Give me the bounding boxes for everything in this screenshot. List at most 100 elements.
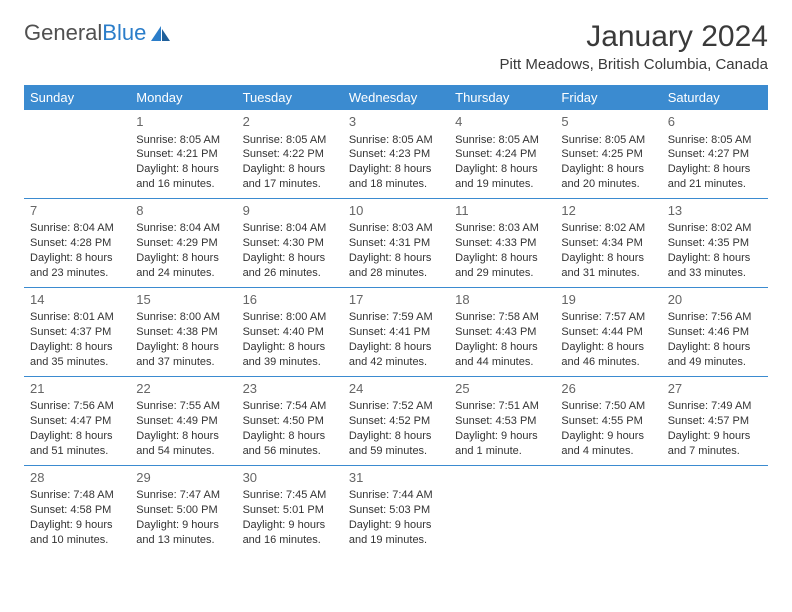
day-cell: 28Sunrise: 7:48 AMSunset: 4:58 PMDayligh…: [24, 466, 130, 554]
daylight-text: Daylight: 8 hours and 46 minutes.: [561, 340, 655, 370]
sunrise-text: Sunrise: 7:48 AM: [30, 488, 124, 503]
week-row: 21Sunrise: 7:56 AMSunset: 4:47 PMDayligh…: [24, 377, 768, 466]
sunset-text: Sunset: 4:44 PM: [561, 325, 655, 340]
weekday-header: Saturday: [662, 85, 768, 110]
day-cell: 12Sunrise: 8:02 AMSunset: 4:34 PMDayligh…: [555, 199, 661, 287]
sunrise-text: Sunrise: 7:49 AM: [668, 399, 762, 414]
week-row: 14Sunrise: 8:01 AMSunset: 4:37 PMDayligh…: [24, 288, 768, 377]
daylight-text: Daylight: 8 hours and 54 minutes.: [136, 429, 230, 459]
sunset-text: Sunset: 4:38 PM: [136, 325, 230, 340]
weekday-header: Thursday: [449, 85, 555, 110]
day-info: Sunrise: 8:04 AMSunset: 4:30 PMDaylight:…: [243, 221, 337, 280]
day-info: Sunrise: 8:04 AMSunset: 4:28 PMDaylight:…: [30, 221, 124, 280]
daylight-text: Daylight: 8 hours and 24 minutes.: [136, 251, 230, 281]
sunset-text: Sunset: 4:33 PM: [455, 236, 549, 251]
sunrise-text: Sunrise: 7:54 AM: [243, 399, 337, 414]
day-info: Sunrise: 8:05 AMSunset: 4:24 PMDaylight:…: [455, 133, 549, 192]
day-info: Sunrise: 7:44 AMSunset: 5:03 PMDaylight:…: [349, 488, 443, 547]
day-info: Sunrise: 7:50 AMSunset: 4:55 PMDaylight:…: [561, 399, 655, 458]
daylight-text: Daylight: 8 hours and 35 minutes.: [30, 340, 124, 370]
day-number: 16: [243, 291, 337, 309]
day-cell: 15Sunrise: 8:00 AMSunset: 4:38 PMDayligh…: [130, 288, 236, 376]
sunset-text: Sunset: 5:03 PM: [349, 503, 443, 518]
sunset-text: Sunset: 4:28 PM: [30, 236, 124, 251]
sunrise-text: Sunrise: 7:50 AM: [561, 399, 655, 414]
sunrise-text: Sunrise: 8:05 AM: [136, 133, 230, 148]
day-info: Sunrise: 7:56 AMSunset: 4:47 PMDaylight:…: [30, 399, 124, 458]
day-number: 10: [349, 202, 443, 220]
day-info: Sunrise: 8:03 AMSunset: 4:33 PMDaylight:…: [455, 221, 549, 280]
day-cell: [555, 466, 661, 554]
weekday-header: Wednesday: [343, 85, 449, 110]
daylight-text: Daylight: 8 hours and 42 minutes.: [349, 340, 443, 370]
daylight-text: Daylight: 9 hours and 10 minutes.: [30, 518, 124, 548]
day-cell: 8Sunrise: 8:04 AMSunset: 4:29 PMDaylight…: [130, 199, 236, 287]
sunrise-text: Sunrise: 7:44 AM: [349, 488, 443, 503]
sunset-text: Sunset: 4:52 PM: [349, 414, 443, 429]
daylight-text: Daylight: 9 hours and 7 minutes.: [668, 429, 762, 459]
day-info: Sunrise: 7:48 AMSunset: 4:58 PMDaylight:…: [30, 488, 124, 547]
day-number: 3: [349, 113, 443, 131]
sunrise-text: Sunrise: 8:04 AM: [136, 221, 230, 236]
day-cell: 4Sunrise: 8:05 AMSunset: 4:24 PMDaylight…: [449, 110, 555, 198]
day-info: Sunrise: 8:05 AMSunset: 4:21 PMDaylight:…: [136, 133, 230, 192]
day-number: 28: [30, 469, 124, 487]
sunset-text: Sunset: 4:24 PM: [455, 147, 549, 162]
day-number: 27: [668, 380, 762, 398]
sunset-text: Sunset: 4:25 PM: [561, 147, 655, 162]
daylight-text: Daylight: 9 hours and 19 minutes.: [349, 518, 443, 548]
daylight-text: Daylight: 8 hours and 49 minutes.: [668, 340, 762, 370]
logo: GeneralBlue: [24, 20, 172, 46]
day-cell: 22Sunrise: 7:55 AMSunset: 4:49 PMDayligh…: [130, 377, 236, 465]
day-info: Sunrise: 7:57 AMSunset: 4:44 PMDaylight:…: [561, 310, 655, 369]
weekday-header: Tuesday: [237, 85, 343, 110]
day-number: 12: [561, 202, 655, 220]
day-number: 11: [455, 202, 549, 220]
day-info: Sunrise: 8:00 AMSunset: 4:38 PMDaylight:…: [136, 310, 230, 369]
day-number: 18: [455, 291, 549, 309]
header: GeneralBlue January 2024 Pitt Meadows, B…: [24, 20, 768, 79]
daylight-text: Daylight: 8 hours and 19 minutes.: [455, 162, 549, 192]
sunrise-text: Sunrise: 8:05 AM: [455, 133, 549, 148]
sunset-text: Sunset: 4:31 PM: [349, 236, 443, 251]
daylight-text: Daylight: 8 hours and 31 minutes.: [561, 251, 655, 281]
day-number: 23: [243, 380, 337, 398]
day-info: Sunrise: 7:47 AMSunset: 5:00 PMDaylight:…: [136, 488, 230, 547]
sunrise-text: Sunrise: 8:03 AM: [349, 221, 443, 236]
logo-text-blue: Blue: [102, 20, 146, 46]
sunrise-text: Sunrise: 7:56 AM: [30, 399, 124, 414]
sunrise-text: Sunrise: 8:00 AM: [243, 310, 337, 325]
sunset-text: Sunset: 4:53 PM: [455, 414, 549, 429]
day-info: Sunrise: 7:54 AMSunset: 4:50 PMDaylight:…: [243, 399, 337, 458]
logo-sail-icon: [150, 24, 172, 42]
daylight-text: Daylight: 9 hours and 16 minutes.: [243, 518, 337, 548]
day-number: 1: [136, 113, 230, 131]
sunset-text: Sunset: 4:46 PM: [668, 325, 762, 340]
sunrise-text: Sunrise: 7:52 AM: [349, 399, 443, 414]
day-info: Sunrise: 8:05 AMSunset: 4:23 PMDaylight:…: [349, 133, 443, 192]
weekday-header: Friday: [555, 85, 661, 110]
day-info: Sunrise: 8:05 AMSunset: 4:27 PMDaylight:…: [668, 133, 762, 192]
day-info: Sunrise: 8:00 AMSunset: 4:40 PMDaylight:…: [243, 310, 337, 369]
sunset-text: Sunset: 5:01 PM: [243, 503, 337, 518]
sunset-text: Sunset: 4:27 PM: [668, 147, 762, 162]
logo-text-gray: General: [24, 20, 102, 46]
day-info: Sunrise: 8:01 AMSunset: 4:37 PMDaylight:…: [30, 310, 124, 369]
day-cell: 11Sunrise: 8:03 AMSunset: 4:33 PMDayligh…: [449, 199, 555, 287]
day-info: Sunrise: 7:55 AMSunset: 4:49 PMDaylight:…: [136, 399, 230, 458]
daylight-text: Daylight: 8 hours and 29 minutes.: [455, 251, 549, 281]
day-cell: 17Sunrise: 7:59 AMSunset: 4:41 PMDayligh…: [343, 288, 449, 376]
day-number: 14: [30, 291, 124, 309]
sunset-text: Sunset: 4:57 PM: [668, 414, 762, 429]
day-number: 26: [561, 380, 655, 398]
sunrise-text: Sunrise: 8:02 AM: [668, 221, 762, 236]
sunrise-text: Sunrise: 8:05 AM: [561, 133, 655, 148]
month-title: January 2024: [500, 20, 768, 54]
day-info: Sunrise: 7:45 AMSunset: 5:01 PMDaylight:…: [243, 488, 337, 547]
day-info: Sunrise: 8:04 AMSunset: 4:29 PMDaylight:…: [136, 221, 230, 280]
sunrise-text: Sunrise: 7:58 AM: [455, 310, 549, 325]
day-cell: 19Sunrise: 7:57 AMSunset: 4:44 PMDayligh…: [555, 288, 661, 376]
sunrise-text: Sunrise: 7:59 AM: [349, 310, 443, 325]
sunset-text: Sunset: 4:43 PM: [455, 325, 549, 340]
title-block: January 2024 Pitt Meadows, British Colum…: [500, 20, 768, 79]
